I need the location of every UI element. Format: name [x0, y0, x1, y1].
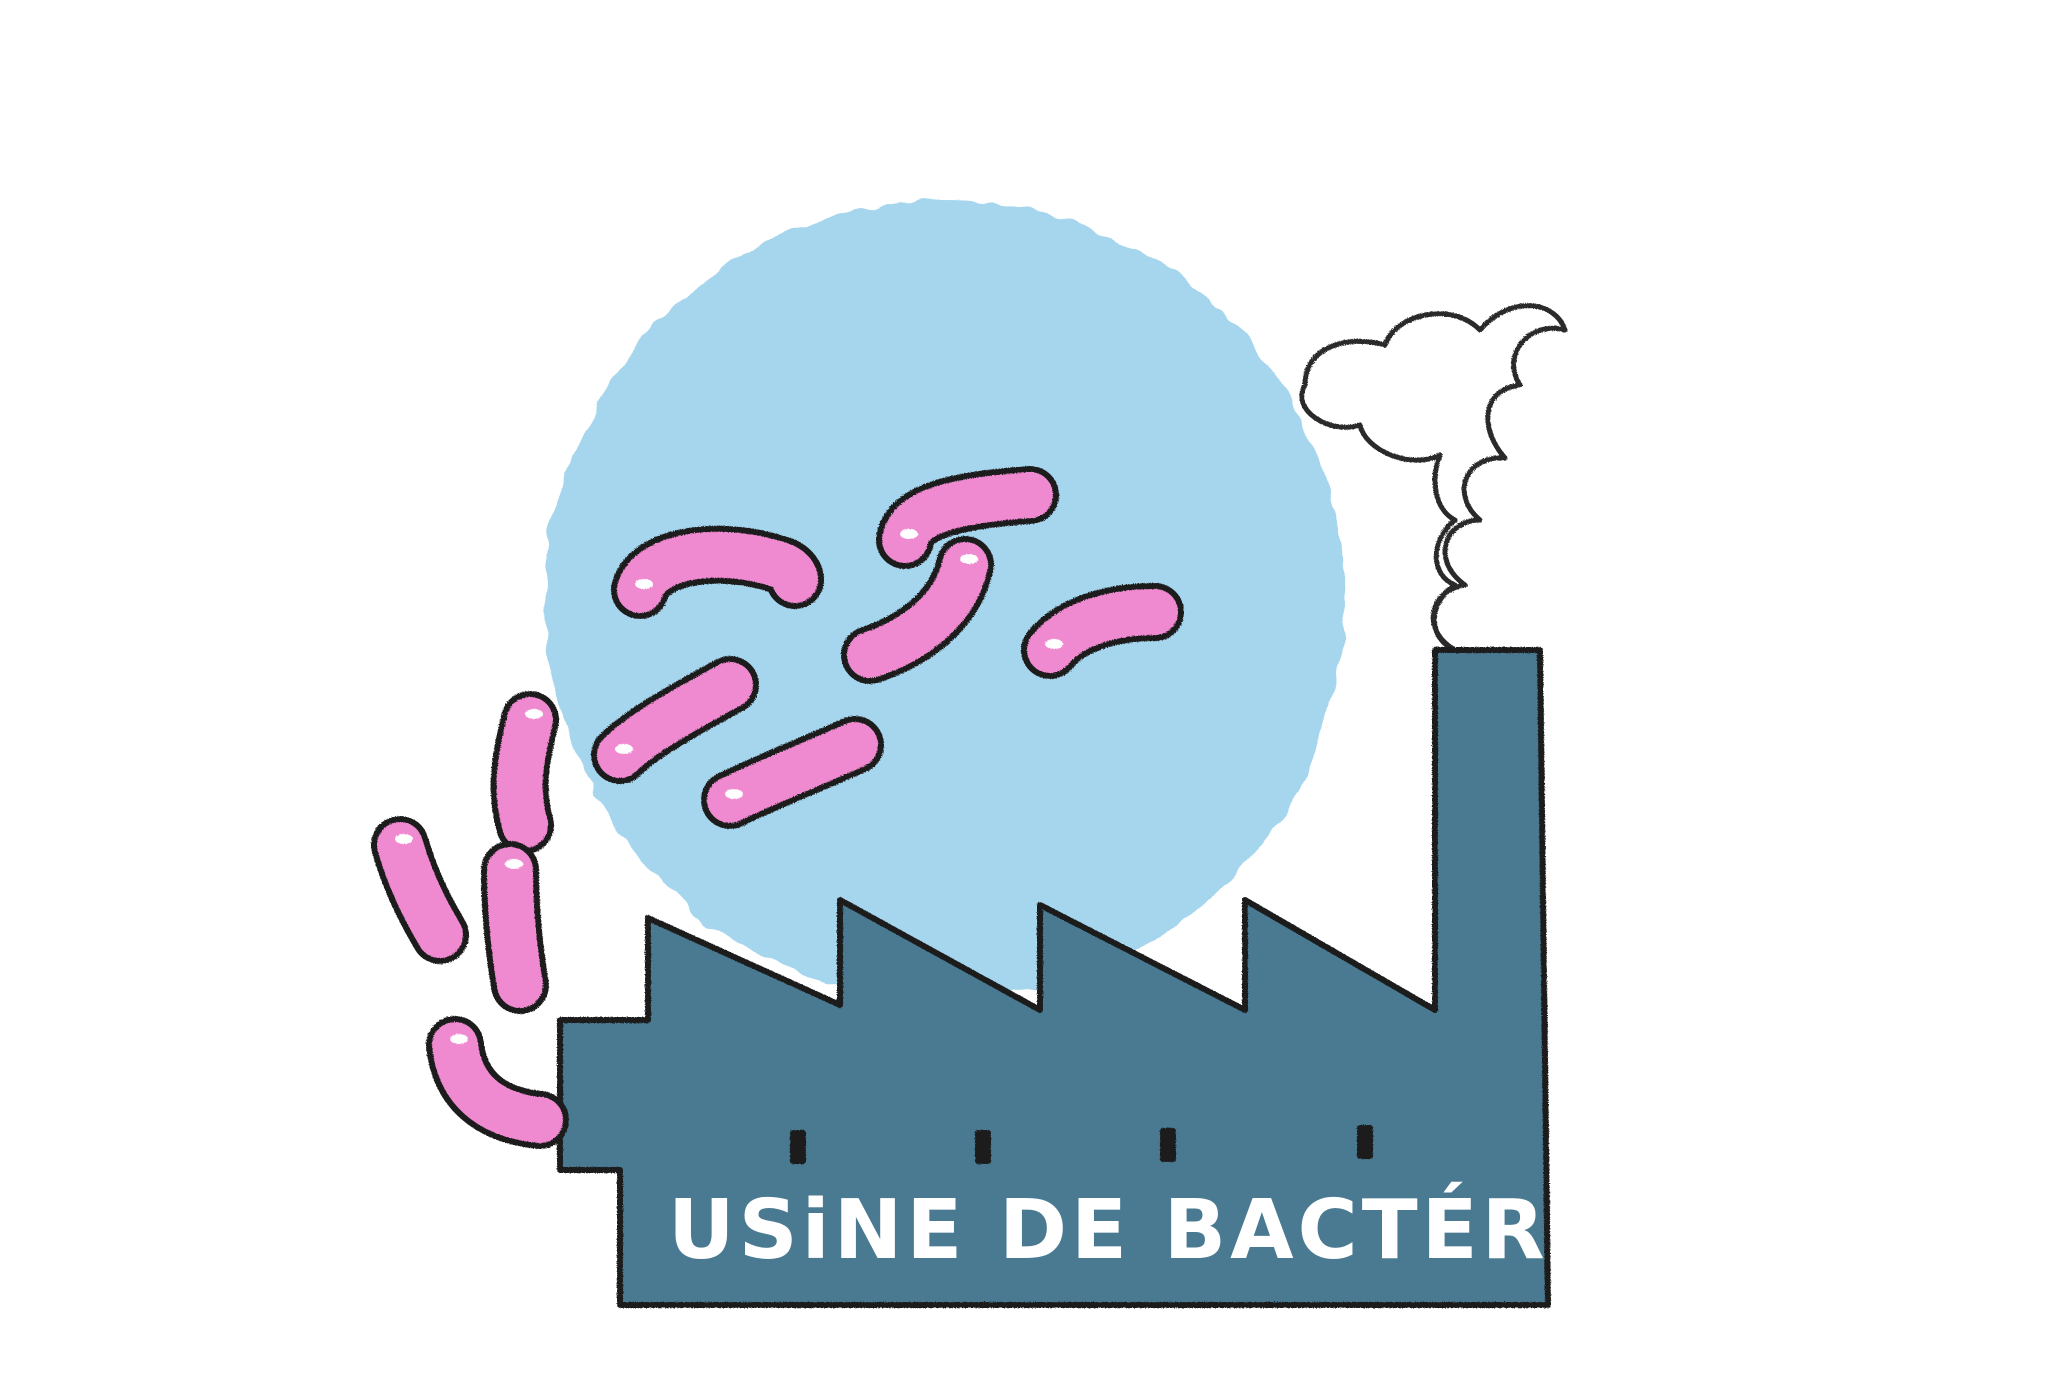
window-icon	[1357, 1125, 1373, 1159]
smoke-icon	[1299, 303, 1568, 653]
bacterium-icon	[701, 716, 884, 829]
bacterium-highlight	[395, 834, 413, 844]
bacteria-group	[371, 466, 1184, 1149]
bacterium-icon	[371, 816, 469, 964]
bacterium-icon	[490, 691, 559, 854]
bacterium-highlight	[450, 1034, 468, 1044]
window-icon	[975, 1130, 991, 1164]
bacterium-highlight	[960, 554, 978, 564]
bacterium-icon	[1021, 583, 1184, 679]
bacterium-icon	[876, 466, 1059, 569]
bacterium-icon	[426, 1016, 569, 1149]
bacterium-highlight	[525, 709, 543, 719]
bacterium-highlight	[615, 744, 633, 754]
window-icon	[1160, 1128, 1176, 1162]
bacterium-highlight	[900, 529, 918, 539]
bacterium-icon	[841, 536, 994, 684]
bacterium-highlight	[635, 579, 653, 589]
factory-windows	[790, 1125, 1373, 1164]
bacterium-highlight	[1045, 639, 1063, 649]
factory-label: USiNE DE BACTÉRiES	[668, 1182, 1704, 1278]
factory-icon	[557, 647, 1551, 1308]
bacterium-icon	[481, 841, 549, 1014]
bacterium-icon	[591, 656, 759, 784]
window-icon	[790, 1130, 806, 1164]
bacterium-icon	[611, 525, 824, 619]
bacterium-highlight	[505, 859, 523, 869]
bacterium-highlight	[725, 789, 743, 799]
